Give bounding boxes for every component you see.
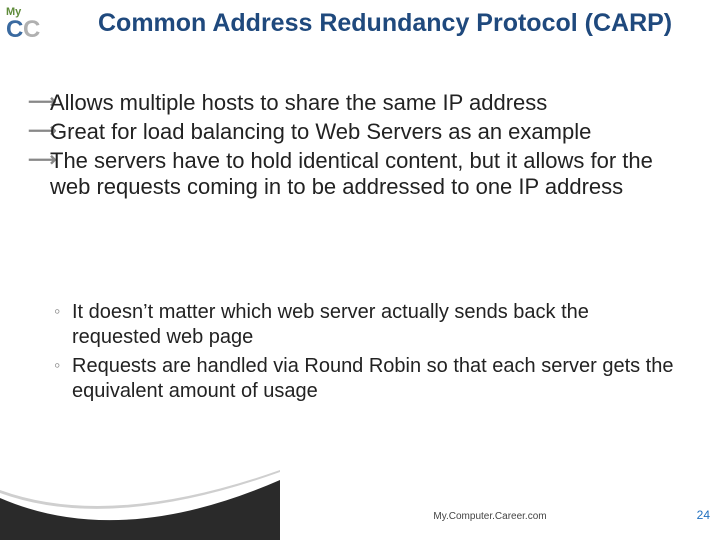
- footer-text: My.Computer.Career.com: [0, 511, 720, 522]
- sub-bullet-list: ◦ It doesn’t matter which web server act…: [54, 300, 680, 408]
- bullet-text: The servers have to hold identical conte…: [50, 148, 690, 202]
- slide: My C C Common Address Redundancy Protoco…: [0, 0, 720, 540]
- sub-bullet-text: Requests are handled via Round Robin so …: [72, 354, 680, 404]
- bullet-item: ⟶ The servers have to hold identical con…: [28, 148, 690, 202]
- logo-c2: C: [23, 16, 40, 44]
- sub-bullet-marker-icon: ◦: [54, 354, 72, 377]
- swoosh-decoration: [0, 420, 280, 540]
- logo-c1: C: [6, 16, 23, 44]
- bullet-marker-icon: ⟶: [28, 90, 50, 115]
- sub-bullet-item: ◦ Requests are handled via Round Robin s…: [54, 354, 680, 404]
- bullet-text: Great for load balancing to Web Servers …: [50, 119, 690, 146]
- slide-title: Common Address Redundancy Protocol (CARP…: [98, 8, 700, 39]
- bullet-marker-icon: ⟶: [28, 148, 50, 173]
- sub-bullet-item: ◦ It doesn’t matter which web server act…: [54, 300, 680, 350]
- page-number: 24: [697, 508, 710, 522]
- bullet-marker-icon: ⟶: [28, 119, 50, 144]
- bullet-text: Allows multiple hosts to share the same …: [50, 90, 690, 117]
- sub-bullet-marker-icon: ◦: [54, 300, 72, 323]
- bullet-item: ⟶ Allows multiple hosts to share the sam…: [28, 90, 690, 117]
- bullet-item: ⟶ Great for load balancing to Web Server…: [28, 119, 690, 146]
- logo: My C C: [6, 6, 54, 40]
- sub-bullet-text: It doesn’t matter which web server actua…: [72, 300, 680, 350]
- bullet-list: ⟶ Allows multiple hosts to share the sam…: [28, 90, 690, 203]
